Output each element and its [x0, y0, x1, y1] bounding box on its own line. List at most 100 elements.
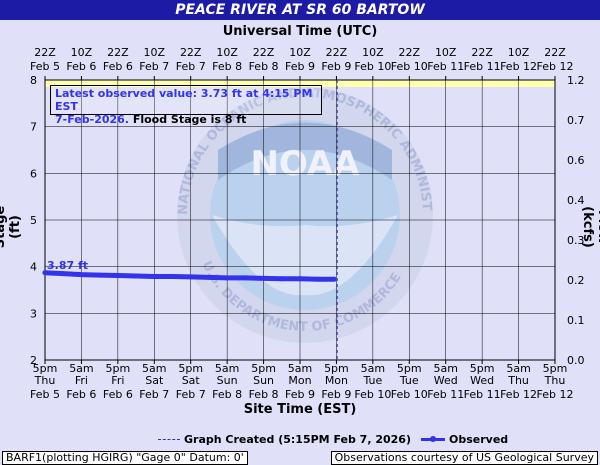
observed-point [78, 272, 84, 278]
top-tick-label: 22Z [326, 46, 348, 59]
observed-point [206, 274, 212, 280]
bottom-tick-day: Thu [544, 374, 566, 387]
observed-point [133, 273, 139, 279]
top-tick-date: Feb 12 [500, 60, 537, 73]
top-tick-label: 22Z [34, 46, 56, 59]
bottom-tick-day: Sun [253, 374, 274, 387]
top-tick-date: Feb 8 [249, 60, 279, 73]
top-tick-label: 22Z [399, 46, 421, 59]
latest-date-text: 7-Feb-2026. [55, 113, 129, 126]
bottom-tick-time: 5pm [178, 362, 203, 375]
top-tick-date: Feb 10 [391, 60, 428, 73]
top-tick-label: 10Z [435, 46, 457, 59]
bottom-tick-date: Feb 9 [321, 388, 351, 401]
chart-title: PEACE RIVER AT SR 60 BARTOW [0, 0, 600, 20]
bottom-tick-day: Tue [399, 374, 419, 387]
bottom-tick-day: Fri [111, 374, 124, 387]
bottom-tick-time: 5am [142, 362, 166, 375]
right-tick-label: 0.4 [567, 194, 585, 207]
top-tick-label: 10Z [216, 46, 238, 59]
bottom-tick-date: Feb 10 [391, 388, 428, 401]
bottom-tick-time: 5am [215, 362, 239, 375]
left-tick-label: 5 [30, 214, 37, 227]
observed-point [115, 273, 121, 279]
observed-point [279, 276, 285, 282]
top-tick-date: Feb 7 [139, 60, 169, 73]
top-tick-label: 10Z [144, 46, 166, 59]
top-tick-label: 22Z [253, 46, 275, 59]
bottom-tick-date: Feb 7 [176, 388, 206, 401]
bottom-tick-date: Feb 8 [249, 388, 279, 401]
observed-point [151, 273, 157, 279]
right-axis-title: Flow (kcfs) [580, 206, 600, 248]
bottom-tick-date: Feb 9 [285, 388, 315, 401]
top-tick-label: 22Z [180, 46, 202, 59]
flood-stage-text: Flood Stage is 8 ft [128, 113, 247, 126]
bottom-tick-time: 5pm [251, 362, 276, 375]
top-tick-label: 22Z [544, 46, 566, 59]
observed-point [242, 275, 248, 281]
bottom-tick-time: 5am [288, 362, 312, 375]
top-tick-date: Feb 7 [176, 60, 206, 73]
observed-point [188, 274, 194, 280]
top-tick-label: 10Z [508, 46, 530, 59]
bottom-tick-time: 5am [361, 362, 385, 375]
right-tick-label: 0.3 [567, 234, 585, 247]
left-tick-label: 3 [30, 307, 37, 320]
bottom-axis-title: Site Time (EST) [243, 402, 357, 417]
bottom-tick-time: 5pm [324, 362, 349, 375]
top-tick-date: Feb 9 [321, 60, 351, 73]
bottom-tick-time: 5pm [470, 362, 495, 375]
right-tick-label: 0.0 [567, 354, 585, 367]
bottom-tick-time: 5pm [33, 362, 58, 375]
top-tick-date: Feb 10 [354, 60, 391, 73]
bottom-tick-time: 5am [69, 362, 93, 375]
bottom-tick-day: Wed [470, 374, 494, 387]
bottom-tick-date: Feb 11 [427, 388, 464, 401]
left-tick-label: 7 [30, 121, 37, 134]
bottom-tick-date: Feb 11 [464, 388, 501, 401]
observed-point [261, 275, 267, 281]
left-tick-label: 2 [30, 354, 37, 367]
bottom-tick-day: Mon [325, 374, 348, 387]
right-tick-label: 0.7 [567, 114, 585, 127]
observed-line-icon [420, 436, 445, 442]
left-axis-title: Stage (ft) [0, 205, 23, 249]
left-tick-label: 4 [30, 261, 37, 274]
bottom-tick-time: 5pm [543, 362, 568, 375]
left-tick-label: 6 [30, 167, 37, 180]
first-value-label: 3.87 ft [47, 259, 89, 272]
watermark-center-text: NOAA [250, 144, 360, 184]
legend-observed-label: Observed [448, 433, 509, 446]
right-tick-label: 1.2 [567, 74, 585, 87]
bottom-tick-time: 5pm [397, 362, 422, 375]
footer-datum: BARF1(plotting HGIRG) "Gage 0" Datum: 0' [2, 451, 248, 465]
bottom-tick-day: Thu [507, 374, 529, 387]
latest-value-text: Latest observed value: 3.73 ft at 4:15 P… [55, 87, 313, 113]
bottom-tick-date: Feb 5 [30, 388, 60, 401]
bottom-tick-time: 5am [433, 362, 457, 375]
right-tick-label: 0.1 [567, 314, 585, 327]
bottom-tick-day: Sat [145, 374, 164, 387]
top-tick-date: Feb 9 [285, 60, 315, 73]
bottom-tick-date: Feb 6 [103, 388, 133, 401]
right-tick-label: 0.2 [567, 274, 585, 287]
observed-point [224, 275, 230, 281]
observed-point [97, 272, 103, 278]
bottom-tick-day: Fri [75, 374, 88, 387]
graph-created-line-icon [158, 439, 180, 440]
top-tick-date: Feb 11 [427, 60, 464, 73]
bottom-tick-day: Thu [34, 374, 56, 387]
top-tick-label: 10Z [362, 46, 384, 59]
observed-point [170, 273, 175, 279]
observed-point [331, 276, 337, 282]
top-tick-date: Feb 11 [464, 60, 501, 73]
top-tick-date: Feb 5 [30, 60, 60, 73]
bottom-tick-date: Feb 8 [212, 388, 242, 401]
footer-credit: Observations courtesy of US Geological S… [330, 451, 598, 465]
bottom-tick-date: Feb 12 [500, 388, 537, 401]
bottom-tick-day: Tue [362, 374, 382, 387]
bottom-tick-time: 5pm [106, 362, 131, 375]
bottom-tick-time: 5am [506, 362, 530, 375]
bottom-tick-day: Sun [217, 374, 238, 387]
